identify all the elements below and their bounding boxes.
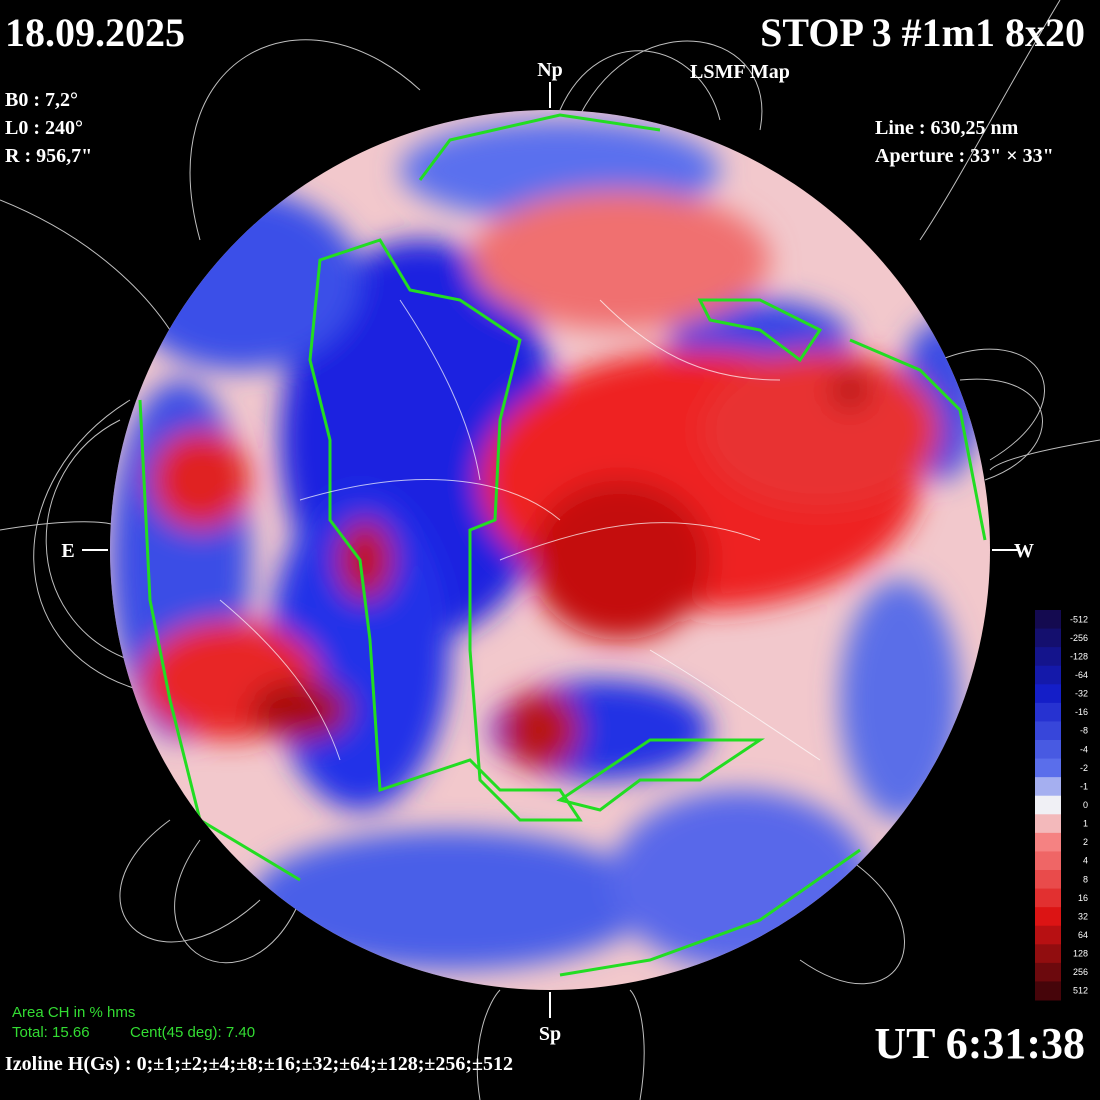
b0: B0 : 7,2° [5, 89, 78, 111]
colorbar-swatch [1035, 702, 1061, 722]
solar-disk [110, 110, 990, 990]
l0: L0 : 240° [5, 117, 83, 139]
colorbar-label: -1 [1080, 781, 1088, 791]
colorbar-swatch [1035, 758, 1061, 778]
isolines: Izoline H(Gs) : 0;±1;±2;±4;±8;±16;±32;±6… [5, 1053, 513, 1075]
disk-field-lines [219, 299, 821, 761]
colorbar-swatch [1035, 740, 1061, 760]
colorbar-swatch [1035, 684, 1061, 704]
colorbar-swatch [1035, 944, 1061, 964]
colorbar-swatch [1035, 925, 1061, 945]
colorbar-label: -256 [1070, 633, 1088, 643]
colorbar-swatch [1035, 851, 1061, 871]
colorbar-label: -2 [1080, 763, 1088, 773]
colorbar-label: 64 [1078, 930, 1088, 940]
colorbar-label: -64 [1075, 670, 1088, 680]
direction-ticks [82, 82, 1018, 1018]
radius: R : 956,7" [5, 145, 92, 167]
date: 18.09.2025 [5, 10, 185, 55]
south: Sp [539, 1023, 561, 1045]
colorbar-label: 4 [1083, 856, 1088, 866]
colorbar-label: -4 [1080, 744, 1088, 754]
colorbar-swatch [1035, 610, 1061, 630]
colorbar-label: 16 [1078, 893, 1088, 903]
colorbar-label: 256 [1073, 967, 1088, 977]
colorbar-swatch [1035, 628, 1061, 648]
colorbar-swatch [1035, 814, 1061, 834]
colorbar-swatch [1035, 870, 1061, 890]
colorbar-label: 8 [1083, 874, 1088, 884]
east: E [61, 540, 74, 562]
colorbar-label: -8 [1080, 726, 1088, 736]
colorbar-label: 32 [1078, 911, 1088, 921]
ut-time: UT 6:31:38 [874, 1019, 1085, 1068]
colorbar-label: 512 [1073, 986, 1088, 996]
ch-heading: Area CH in % hms [12, 1004, 135, 1021]
colorbar-swatch [1035, 888, 1061, 908]
colorbar: -512 -256 -128 -64 -32 -16 -8 -4 -2 -1 0 1 2 4 8 16 32 64… [1035, 610, 1088, 1001]
colorbar-swatch [1035, 647, 1061, 667]
colorbar-swatch [1035, 795, 1061, 815]
aperture: Aperture : 33" × 33" [875, 145, 1054, 167]
colorbar-swatch [1035, 665, 1061, 685]
colorbar-label: -16 [1075, 707, 1088, 717]
ch-total: Total: 15.66 [12, 1024, 90, 1041]
subtitle: LSMF Map [690, 61, 790, 83]
colorbar-swatch [1035, 832, 1061, 852]
west: W [1014, 540, 1034, 562]
colorbar-label: -128 [1070, 651, 1088, 661]
colorbar-swatch [1035, 721, 1061, 741]
colorbar-swatch [1035, 981, 1061, 1001]
colorbar-label: 128 [1073, 949, 1088, 959]
colorbar-label: -32 [1075, 689, 1088, 699]
north: Np [537, 59, 563, 81]
title: STOP 3 #1m1 8x20 [760, 10, 1085, 55]
line: Line : 630,25 nm [875, 117, 1019, 139]
colorbar-label: 0 [1083, 800, 1088, 810]
colorbar-swatch [1035, 777, 1061, 797]
ch-central: Cent(45 deg): 7.40 [130, 1024, 255, 1041]
colorbar-label: 1 [1083, 819, 1088, 829]
colorbar-swatch [1035, 907, 1061, 927]
colorbar-swatch [1035, 962, 1061, 982]
colorbar-label: -512 [1070, 614, 1088, 624]
colorbar-label: 2 [1083, 837, 1088, 847]
coronal-hole-contours [138, 113, 987, 977]
